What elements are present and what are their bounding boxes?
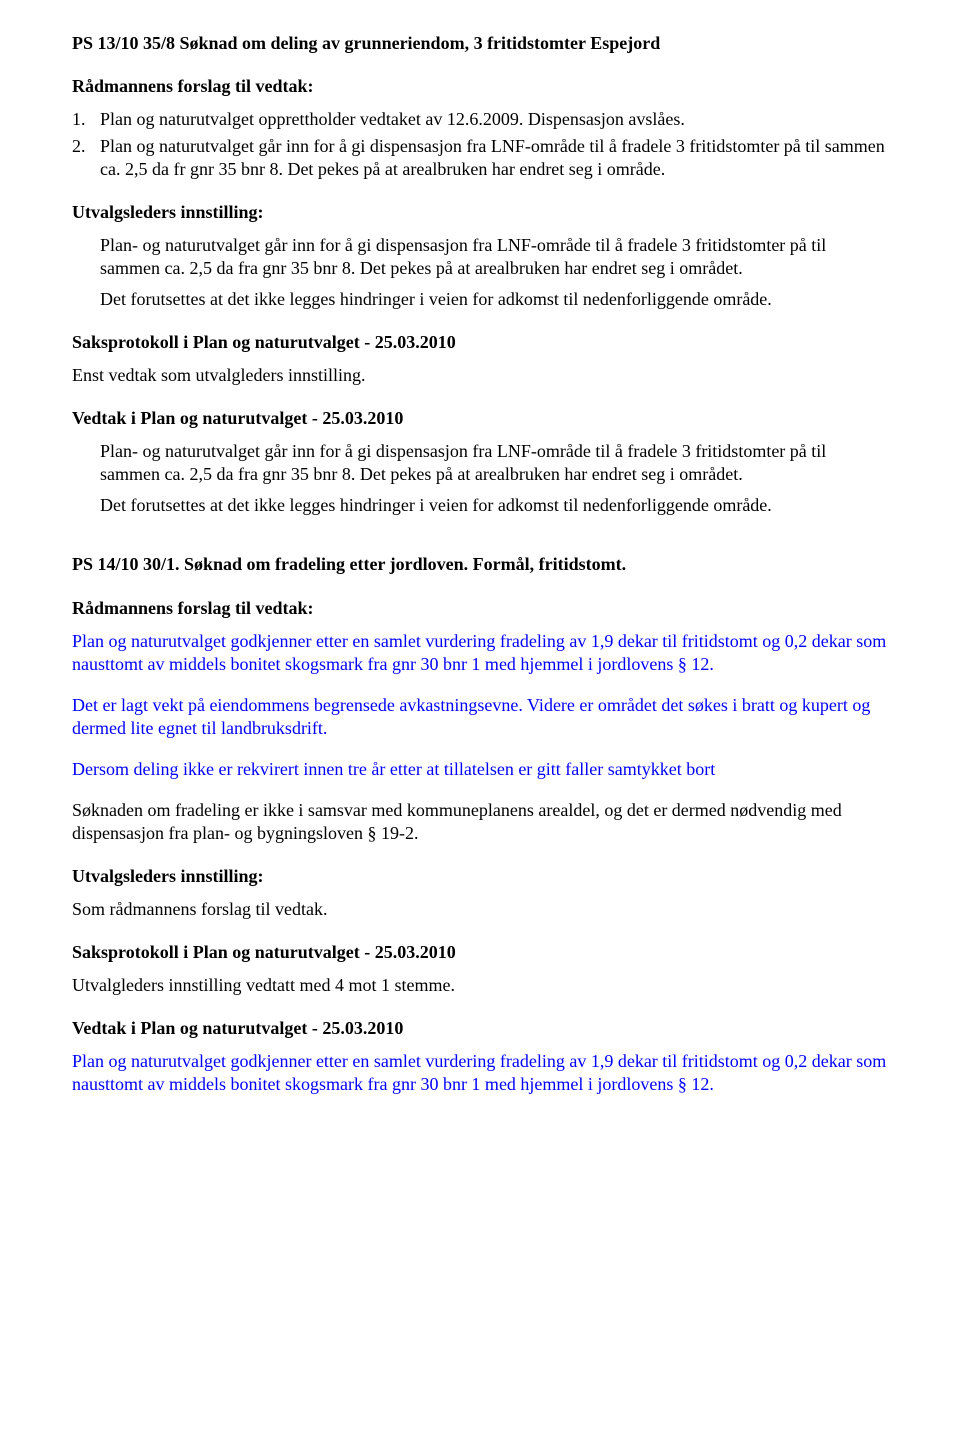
list-text: Plan og naturutvalget går inn for å gi d… [100, 135, 888, 181]
innstilling-block-1: Plan- og naturutvalget går inn for å gi … [72, 234, 888, 311]
list-number: 2. [72, 135, 100, 181]
saksprotokoll-heading-2: Saksprotokoll i Plan og naturutvalget - … [72, 941, 888, 964]
paragraph: Enst vedtak som utvalgleders innstilling… [72, 364, 888, 387]
radmannens-heading-2: Rådmannens forslag til vedtak: [72, 597, 888, 620]
paragraph: Det forutsettes at det ikke legges hindr… [100, 494, 888, 517]
blue-paragraph: Det er lagt vekt på eiendommens begrense… [72, 694, 888, 740]
list-item: 1. Plan og naturutvalget opprettholder v… [72, 108, 888, 131]
paragraph: Som rådmannens forslag til vedtak. [72, 898, 888, 921]
paragraph: Søknaden om fradeling er ikke i samsvar … [72, 799, 888, 845]
case-title-1: PS 13/10 35/8 Søknad om deling av grunne… [72, 32, 888, 55]
utvalgsleders-heading-2: Utvalgsleders innstilling: [72, 865, 888, 888]
paragraph: Plan- og naturutvalget går inn for å gi … [100, 234, 888, 280]
list-text: Plan og naturutvalget opprettholder vedt… [100, 108, 888, 131]
vedtak-heading-1: Vedtak i Plan og naturutvalget - 25.03.2… [72, 407, 888, 430]
vedtak-heading-2: Vedtak i Plan og naturutvalget - 25.03.2… [72, 1017, 888, 1040]
utvalgsleders-heading-1: Utvalgsleders innstilling: [72, 201, 888, 224]
case-title-2: PS 14/10 30/1. Søknad om fradeling etter… [72, 553, 888, 576]
blue-paragraph: Dersom deling ikke er rekvirert innen tr… [72, 758, 888, 781]
paragraph: Utvalgleders innstilling vedtatt med 4 m… [72, 974, 888, 997]
list-number: 1. [72, 108, 100, 131]
ordered-list-1: 1. Plan og naturutvalget opprettholder v… [72, 108, 888, 181]
vedtak-block-1: Plan- og naturutvalget går inn for å gi … [72, 440, 888, 517]
radmannens-heading-1: Rådmannens forslag til vedtak: [72, 75, 888, 98]
saksprotokoll-heading-1: Saksprotokoll i Plan og naturutvalget - … [72, 331, 888, 354]
blue-paragraph: Plan og naturutvalget godkjenner etter e… [72, 630, 888, 676]
paragraph: Det forutsettes at det ikke legges hindr… [100, 288, 888, 311]
list-item: 2. Plan og naturutvalget går inn for å g… [72, 135, 888, 181]
paragraph: Plan- og naturutvalget går inn for å gi … [100, 440, 888, 486]
blue-paragraph: Plan og naturutvalget godkjenner etter e… [72, 1050, 888, 1096]
